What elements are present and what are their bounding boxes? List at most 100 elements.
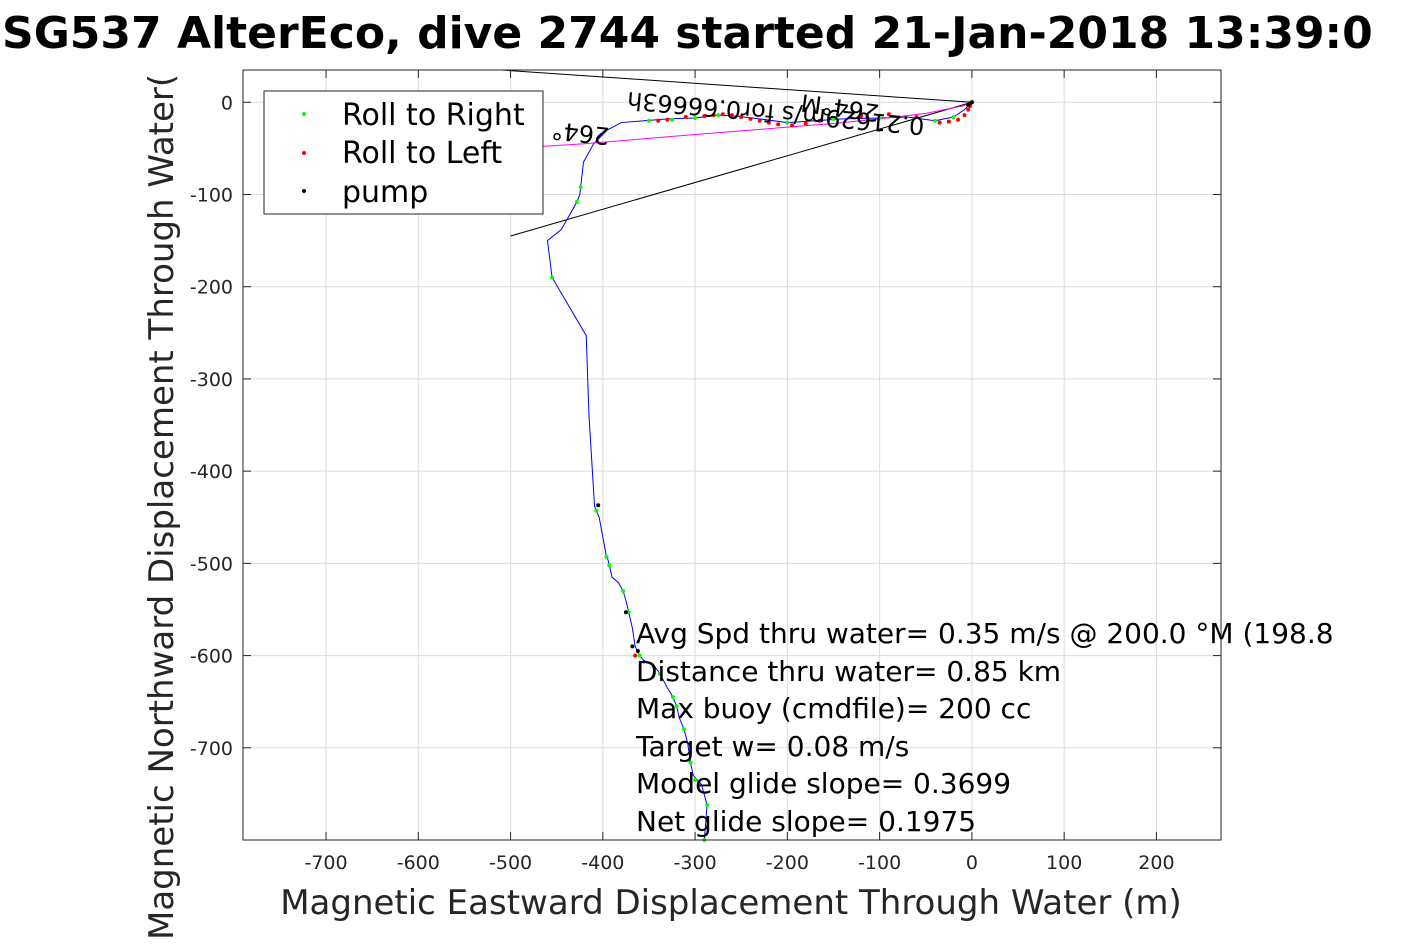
roll-left-point — [803, 121, 808, 126]
y-tick-label: -200 — [190, 277, 233, 299]
y-tick-label: 0 — [221, 92, 233, 114]
roll-left-point — [817, 118, 822, 123]
roll-right-point — [550, 275, 555, 280]
roll-right-point — [932, 118, 937, 123]
roll-left-point — [886, 112, 891, 117]
surface-track-line — [540, 101, 973, 148]
x-tick-label: -200 — [766, 852, 809, 874]
legend-marker-roll-left — [302, 151, 306, 155]
pump-point — [969, 100, 974, 105]
x-tick-label: -700 — [304, 852, 347, 874]
roll-right-point — [693, 115, 698, 120]
roll-left-point — [776, 122, 781, 127]
x-tick-label: 0 — [966, 852, 978, 874]
roll-left-point — [748, 116, 753, 121]
roll-left-point — [730, 113, 734, 118]
legend-label-roll-left: Roll to Left — [342, 136, 502, 171]
roll-left-point — [665, 117, 670, 122]
roll-right-point — [604, 554, 609, 559]
heading-guide-line — [501, 69, 972, 103]
roll-right-point — [578, 185, 583, 190]
legend-box — [263, 90, 544, 215]
roll-left-point — [859, 114, 864, 119]
y-tick-label: -700 — [190, 738, 233, 760]
roll-left-point — [962, 113, 967, 118]
rotated-label-speed: 0.21629m/s for0.66663h — [626, 86, 926, 140]
pump-point — [630, 644, 635, 649]
roll-right-point — [951, 115, 956, 120]
roll-right-point — [674, 704, 679, 709]
roll-left-point — [956, 117, 961, 122]
rotated-label-heading-2: 264° — [550, 116, 610, 150]
roll-right-point — [607, 563, 612, 568]
legend-marker-roll-right — [302, 112, 306, 116]
legend: Roll to Right Roll to Left pump — [263, 90, 544, 215]
roll-left-point — [966, 107, 971, 112]
x-tick-label: -300 — [674, 852, 717, 874]
y-tick-label: -100 — [190, 184, 233, 206]
roll-right-point — [594, 508, 599, 513]
stats-annotation: Avg Spd thru water= 0.35 m/s @ 200.0 °M … — [635, 617, 1334, 838]
y-axis-label: Magnetic Northward Displacement Through … — [142, 74, 182, 940]
roll-right-point — [877, 115, 882, 120]
y-tick-label: -500 — [190, 553, 233, 575]
roll-right-point — [574, 199, 579, 204]
roll-left-point — [914, 115, 919, 120]
roll-right-point — [626, 610, 631, 615]
roll-right-point — [670, 117, 675, 122]
y-tick-label: -300 — [190, 369, 233, 391]
roll-left-point — [702, 114, 707, 119]
legend-marker-pump — [302, 189, 306, 193]
roll-left-point — [633, 653, 638, 658]
roll-left-point — [789, 123, 794, 128]
roll-right-point — [658, 672, 663, 677]
roll-left-point — [937, 120, 942, 125]
markers — [550, 100, 974, 842]
x-tick-label: -500 — [489, 852, 532, 874]
roll-right-point — [670, 695, 675, 700]
annotation-net-glide-slope: Net glide slope= 0.1975 — [636, 805, 976, 838]
roll-right-point — [831, 116, 836, 121]
axes-frame — [242, 69, 1222, 841]
legend-label-pump: pump — [342, 175, 428, 210]
roll-right-point — [705, 802, 710, 807]
roll-right-point — [688, 760, 693, 765]
pump-point — [596, 503, 601, 508]
roll-left-point — [946, 119, 951, 124]
heading-guide-line — [510, 101, 973, 237]
x-tick-label: 100 — [1046, 852, 1082, 874]
roll-left-point — [711, 113, 716, 118]
roll-right-point — [693, 778, 698, 783]
chart-title: SG537 AlterEco, dive 2744 started 21-Jan… — [2, 8, 1373, 59]
roll-left-point — [683, 115, 688, 120]
roll-left-point — [757, 118, 762, 123]
x-tick-label: -100 — [858, 852, 901, 874]
legend-label-roll-right: Roll to Right — [342, 98, 525, 133]
pump-point — [623, 610, 628, 615]
roll-right-point — [637, 653, 642, 658]
annotation-target-w: Target w= 0.08 m/s — [635, 730, 909, 763]
roll-right-point — [682, 727, 687, 732]
annotation-distance: Distance thru water= 0.85 km — [636, 655, 1061, 688]
axis-ticks: -700 -600 -500 -400 -300 -200 -100 0 100 200 0 -100… — [190, 70, 1221, 874]
annotation-avg-speed: Avg Spd thru water= 0.35 m/s @ 200.0 °M … — [636, 617, 1334, 650]
pump-point — [635, 648, 640, 653]
y-tick-label: -600 — [190, 646, 233, 668]
roll-left-point — [656, 118, 661, 123]
roll-left-point — [766, 120, 771, 125]
x-tick-label: -600 — [397, 852, 440, 874]
roll-right-point — [646, 118, 651, 123]
x-tick-label: -400 — [581, 852, 624, 874]
roll-left-point — [720, 112, 725, 117]
annotation-model-glide-slope: Model glide slope= 0.3699 — [636, 767, 1011, 800]
x-tick-label: 200 — [1138, 852, 1174, 874]
roll-right-point — [785, 120, 790, 125]
roll-right-point — [716, 113, 721, 118]
y-tick-label: -400 — [190, 461, 233, 483]
roll-left-point — [739, 115, 744, 120]
x-axis-label: Magnetic Eastward Displacement Through W… — [280, 883, 1182, 923]
annotation-max-buoy: Max buoy (cmdfile)= 200 cc — [636, 692, 1031, 725]
roll-right-point — [621, 589, 626, 594]
